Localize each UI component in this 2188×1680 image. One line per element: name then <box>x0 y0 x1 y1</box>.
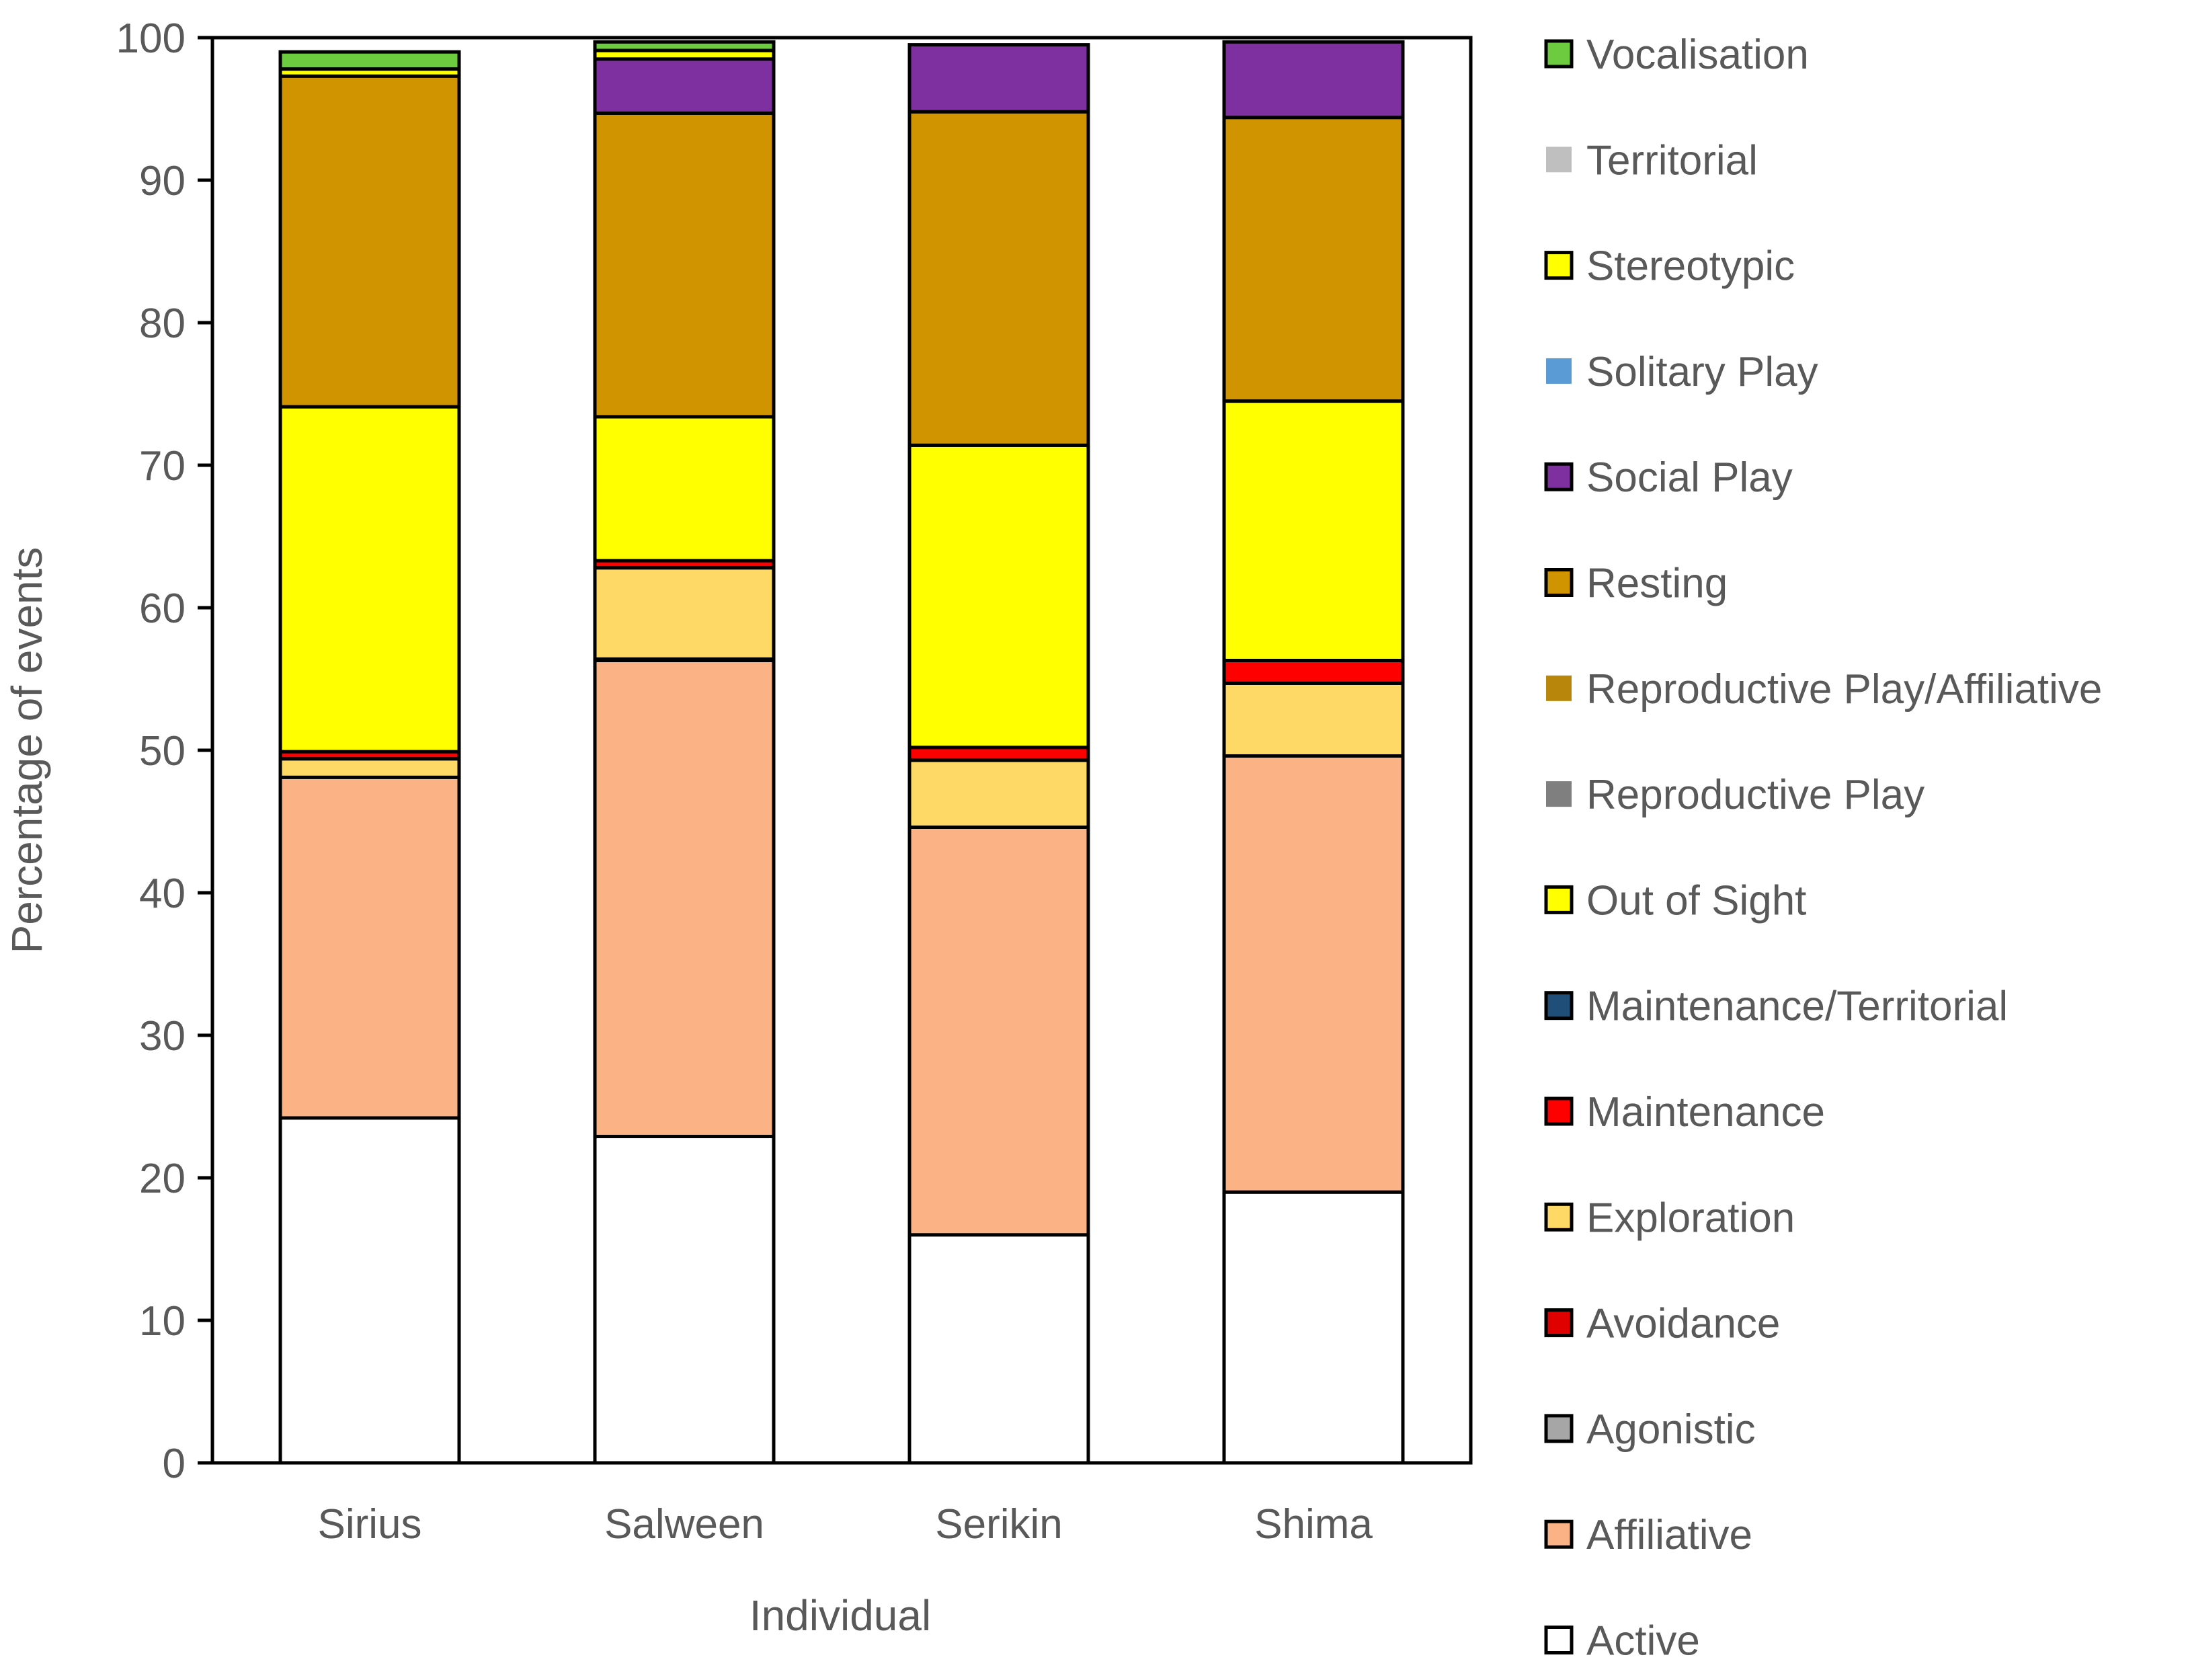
legend-label-reproductive-play: Reproductive Play <box>1586 772 1924 818</box>
legend-swatch-resting <box>1544 568 1574 597</box>
legend-item-active: Active <box>1544 1618 1700 1665</box>
x-tick-label-sirius: Sirius <box>317 1501 421 1548</box>
legend-swatch-solitary-play <box>1546 358 1572 384</box>
legend-label-vocalisation: Vocalisation <box>1586 32 1809 78</box>
bar-segment-serikin-resting <box>907 110 1090 447</box>
legend-label-social-play: Social Play <box>1586 454 1793 501</box>
bar-segment-salween-vocalisation <box>593 40 776 52</box>
bar-segment-salween-out-of-sight <box>593 415 776 563</box>
bar-segment-shima-maintenance <box>1222 658 1405 685</box>
bar-segment-shima-out-of-sight <box>1222 399 1405 662</box>
legend-swatch-exploration <box>1544 1202 1574 1232</box>
x-tick-label-shima: Shima <box>1254 1501 1373 1548</box>
bars-group <box>278 40 1405 1465</box>
legend-swatch-active <box>1544 1626 1574 1654</box>
bar-segment-shima-active <box>1222 1190 1405 1465</box>
bar-segment-salween-active <box>593 1135 776 1465</box>
legend-swatch-territorial <box>1546 147 1572 173</box>
legend-label-reproductive-play-affiliative: Reproductive Play/Affiliative <box>1586 666 2102 713</box>
x-tick-label-serikin: Serikin <box>935 1501 1063 1548</box>
legend-swatch-agonistic <box>1544 1414 1574 1443</box>
axes-group: Sirius Salween Serikin Shima 0 10 20 30 40 50 60 70… <box>116 15 1473 1548</box>
legend-swatch-vocalisation <box>1544 39 1574 69</box>
legend-swatch-social-play <box>1544 462 1574 491</box>
bar-segment-shima-social-play <box>1222 40 1405 120</box>
legend-item-vocalisation: Vocalisation <box>1544 32 1809 78</box>
y-tick-label-10: 10 <box>139 1298 186 1345</box>
bar-segment-serikin-exploration <box>907 758 1090 829</box>
x-tick-label-salween: Salween <box>604 1501 764 1548</box>
y-tick-label-80: 80 <box>139 301 186 347</box>
legend-item-stereotypic: Stereotypic <box>1544 243 1795 290</box>
bar-segment-serikin-maintenance <box>907 746 1090 762</box>
bar-segment-sirius-active <box>278 1116 461 1465</box>
bar-segment-salween-social-play <box>593 57 776 115</box>
legend-item-maintenance-territorial: Maintenance/Territorial <box>1544 984 2008 1030</box>
legend-item-resting: Resting <box>1544 561 1728 607</box>
bar-segment-shima-affiliative <box>1222 754 1405 1194</box>
legend-swatch-affiliative <box>1544 1519 1574 1549</box>
legend-item-affiliative: Affiliative <box>1544 1512 1752 1558</box>
legend-label-active: Active <box>1586 1618 1700 1665</box>
y-tick-label-40: 40 <box>139 871 186 917</box>
x-axis-label: Individual <box>749 1591 931 1640</box>
y-tick-label-90: 90 <box>139 158 186 204</box>
legend-label-out-of-sight: Out of Sight <box>1586 877 1806 924</box>
bar-segment-serikin-social-play <box>907 43 1090 114</box>
legend-label-resting: Resting <box>1586 561 1728 607</box>
legend-swatch-reproductive-play <box>1546 781 1572 807</box>
legend-item-territorial: Territorial <box>1546 137 1758 184</box>
bar-segment-sirius-exploration <box>278 757 461 779</box>
legend-item-exploration: Exploration <box>1544 1195 1795 1241</box>
legend-swatch-maintenance-territorial <box>1544 991 1574 1021</box>
legend: Vocalisation Territorial Stereotypic Solita… <box>1544 32 2102 1665</box>
legend-swatch-reproductive-play-affiliative <box>1546 675 1572 701</box>
bar-segment-serikin-affiliative <box>907 825 1090 1237</box>
bar-segment-sirius-affiliative <box>278 775 461 1120</box>
legend-label-affiliative: Affiliative <box>1586 1512 1752 1558</box>
bar-segment-sirius-out-of-sight <box>278 405 461 754</box>
legend-item-reproductive-play-affiliative: Reproductive Play/Affiliative <box>1546 666 2102 713</box>
legend-swatch-out-of-sight <box>1544 885 1574 914</box>
bar-segment-serikin-active <box>907 1233 1090 1465</box>
legend-item-avoidance: Avoidance <box>1544 1301 1780 1347</box>
bar-segment-salween-exploration <box>593 566 776 661</box>
legend-swatch-avoidance <box>1544 1308 1574 1338</box>
y-axis-label: Percentage of events <box>3 547 51 954</box>
legend-label-solitary-play: Solitary Play <box>1586 349 1818 395</box>
y-tick-label-50: 50 <box>139 728 186 774</box>
bar-segment-shima-exploration <box>1222 681 1405 758</box>
y-tick-label-60: 60 <box>139 586 186 632</box>
y-tick-label-100: 100 <box>116 15 186 62</box>
legend-item-reproductive-play: Reproductive Play <box>1546 772 1924 818</box>
legend-item-social-play: Social Play <box>1544 454 1793 501</box>
legend-swatch-maintenance <box>1544 1096 1574 1126</box>
y-tick-label-70: 70 <box>139 443 186 489</box>
legend-label-exploration: Exploration <box>1586 1195 1795 1241</box>
bar-segment-salween-resting <box>593 111 776 419</box>
bar-segment-salween-affiliative <box>593 658 776 1139</box>
legend-label-maintenance-territorial: Maintenance/Territorial <box>1586 984 2008 1030</box>
legend-item-out-of-sight: Out of Sight <box>1544 877 1806 924</box>
y-tick-label-0: 0 <box>163 1441 186 1487</box>
legend-swatch-stereotypic <box>1544 251 1574 280</box>
bar-segment-serikin-out-of-sight <box>907 443 1090 750</box>
bar-segment-shima-resting <box>1222 116 1405 403</box>
y-tick-label-30: 30 <box>139 1013 186 1059</box>
legend-label-agonistic: Agonistic <box>1586 1406 1756 1453</box>
y-tick-label-20: 20 <box>139 1156 186 1202</box>
legend-item-solitary-play: Solitary Play <box>1546 349 1818 395</box>
legend-label-maintenance: Maintenance <box>1586 1089 1825 1135</box>
legend-item-maintenance: Maintenance <box>1544 1089 1825 1135</box>
legend-label-territorial: Territorial <box>1586 137 1758 184</box>
legend-label-avoidance: Avoidance <box>1586 1301 1780 1347</box>
legend-label-stereotypic: Stereotypic <box>1586 243 1795 290</box>
bar-segment-sirius-vocalisation <box>278 50 461 71</box>
bar-segment-sirius-resting <box>278 74 461 409</box>
legend-item-agonistic: Agonistic <box>1544 1406 1756 1453</box>
